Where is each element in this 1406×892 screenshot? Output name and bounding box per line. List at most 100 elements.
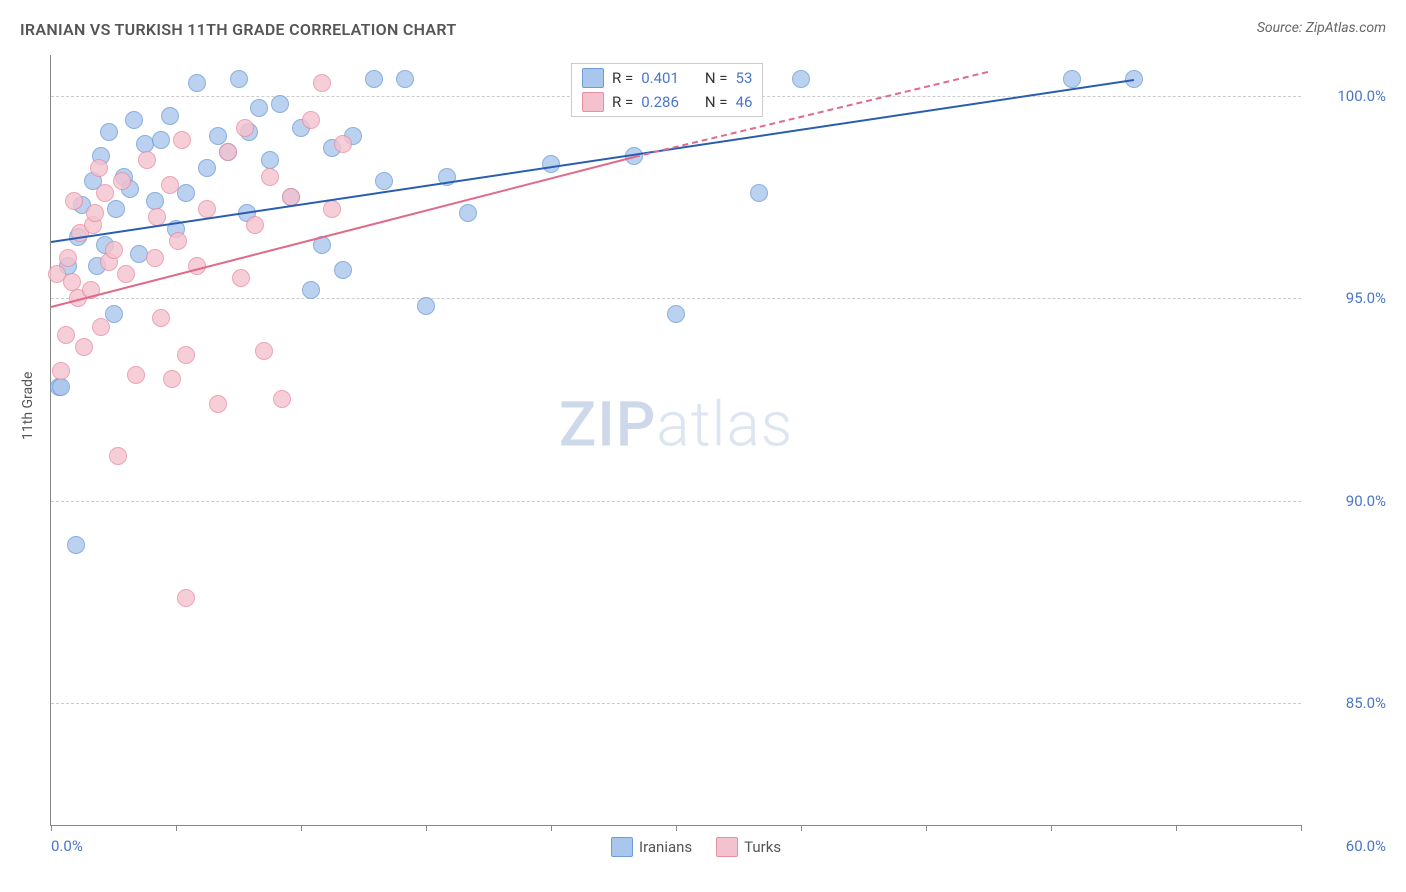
scatter-point-iranians [250,99,268,117]
legend-swatch [582,68,604,88]
y-tick-label: 85.0% [1346,694,1386,712]
chart-title: IRANIAN VS TURKISH 11TH GRADE CORRELATIO… [20,20,456,39]
x-tick-mark [301,825,302,831]
scatter-point-iranians [177,184,195,202]
x-tick-mark [551,825,552,831]
y-tick-label: 95.0% [1346,289,1386,307]
legend-r-prefix: R = [612,93,633,111]
scatter-point-turks [177,346,195,364]
legend-r-value: 0.401 [641,69,679,87]
scatter-point-turks [232,269,250,287]
source-name: ZipAtlas.com [1306,20,1386,36]
scatter-point-turks [255,342,273,360]
scatter-point-iranians [334,261,352,279]
watermark: ZIPatlas [559,388,793,461]
x-tick-mark [426,825,427,831]
gridline [51,298,1301,299]
scatter-point-turks [198,200,216,218]
scatter-point-turks [163,370,181,388]
scatter-point-turks [146,249,164,267]
legend-n-value: 46 [736,93,753,111]
series-legend-item-turks: Turks [716,837,781,857]
gridline [51,501,1301,502]
scatter-point-iranians [459,204,477,222]
chart-container: IRANIAN VS TURKISH 11TH GRADE CORRELATIO… [0,0,1406,892]
scatter-point-iranians [230,70,248,88]
scatter-point-iranians [130,245,148,263]
x-tick-mark [1051,825,1052,831]
scatter-point-iranians [1063,70,1081,88]
legend-swatch [611,837,633,857]
scatter-point-turks [236,119,254,137]
scatter-point-turks [334,135,352,153]
legend-r-prefix: R = [612,69,633,87]
scatter-point-iranians [52,378,70,396]
scatter-point-turks [96,184,114,202]
scatter-point-iranians [667,305,685,323]
x-tick-mark [1301,825,1302,831]
legend-swatch [716,837,738,857]
gridline [51,703,1301,704]
correlation-legend-row-turks: R = 0.286 N = 46 [572,90,762,114]
scatter-point-turks [152,309,170,327]
x-tick-mark [801,825,802,831]
x-tick-mark [676,825,677,831]
scatter-point-iranians [209,127,227,145]
y-axis-label: 11th Grade [20,372,36,440]
scatter-point-turks [323,200,341,218]
scatter-point-iranians [100,123,118,141]
x-tick-mark [1176,825,1177,831]
series-legend: Iranians Turks [611,837,781,857]
scatter-point-turks [169,232,187,250]
watermark-atlas: atlas [656,388,793,461]
x-tick-mark [51,825,52,831]
scatter-point-iranians [375,172,393,190]
series-legend-item-iranians: Iranians [611,837,692,857]
legend-swatch [582,92,604,112]
scatter-point-turks [261,168,279,186]
scatter-point-turks [105,241,123,259]
scatter-point-iranians [396,70,414,88]
source-attribution: Source: ZipAtlas.com [1257,20,1386,36]
scatter-point-turks [117,265,135,283]
scatter-point-turks [59,249,77,267]
scatter-point-turks [219,143,237,161]
x-tick-mark [926,825,927,831]
scatter-point-turks [302,111,320,129]
scatter-point-turks [177,589,195,607]
series-label: Turks [744,838,781,856]
scatter-point-turks [138,151,156,169]
scatter-point-iranians [271,95,289,113]
regression-line [51,156,635,308]
scatter-point-iranians [125,111,143,129]
scatter-point-iranians [198,159,216,177]
legend-n-prefix: N = [705,93,728,111]
x-tick-label-min: 0.0% [51,837,83,855]
y-tick-label: 90.0% [1346,492,1386,510]
scatter-point-turks [86,204,104,222]
scatter-point-turks [92,318,110,336]
plot-area: ZIPatlas 85.0%90.0%95.0%100.0%0.0%60.0%R… [50,55,1301,826]
scatter-point-turks [127,366,145,384]
scatter-point-turks [161,176,179,194]
scatter-point-iranians [365,70,383,88]
scatter-point-iranians [750,184,768,202]
scatter-point-iranians [67,536,85,554]
x-tick-label-max: 60.0% [1346,837,1386,855]
legend-n-prefix: N = [705,69,728,87]
scatter-point-turks [273,390,291,408]
scatter-point-iranians [107,200,125,218]
x-tick-mark [176,825,177,831]
scatter-point-iranians [161,107,179,125]
scatter-point-iranians [302,281,320,299]
legend-r-value: 0.286 [641,93,679,111]
scatter-point-turks [90,159,108,177]
scatter-point-turks [75,338,93,356]
scatter-point-turks [209,395,227,413]
scatter-point-turks [65,192,83,210]
correlation-legend: R =0.401N =53R =0.286N =46 [571,63,763,117]
scatter-point-turks [57,326,75,344]
series-label: Iranians [639,838,692,856]
scatter-point-turks [173,131,191,149]
watermark-zip: ZIP [559,388,657,461]
